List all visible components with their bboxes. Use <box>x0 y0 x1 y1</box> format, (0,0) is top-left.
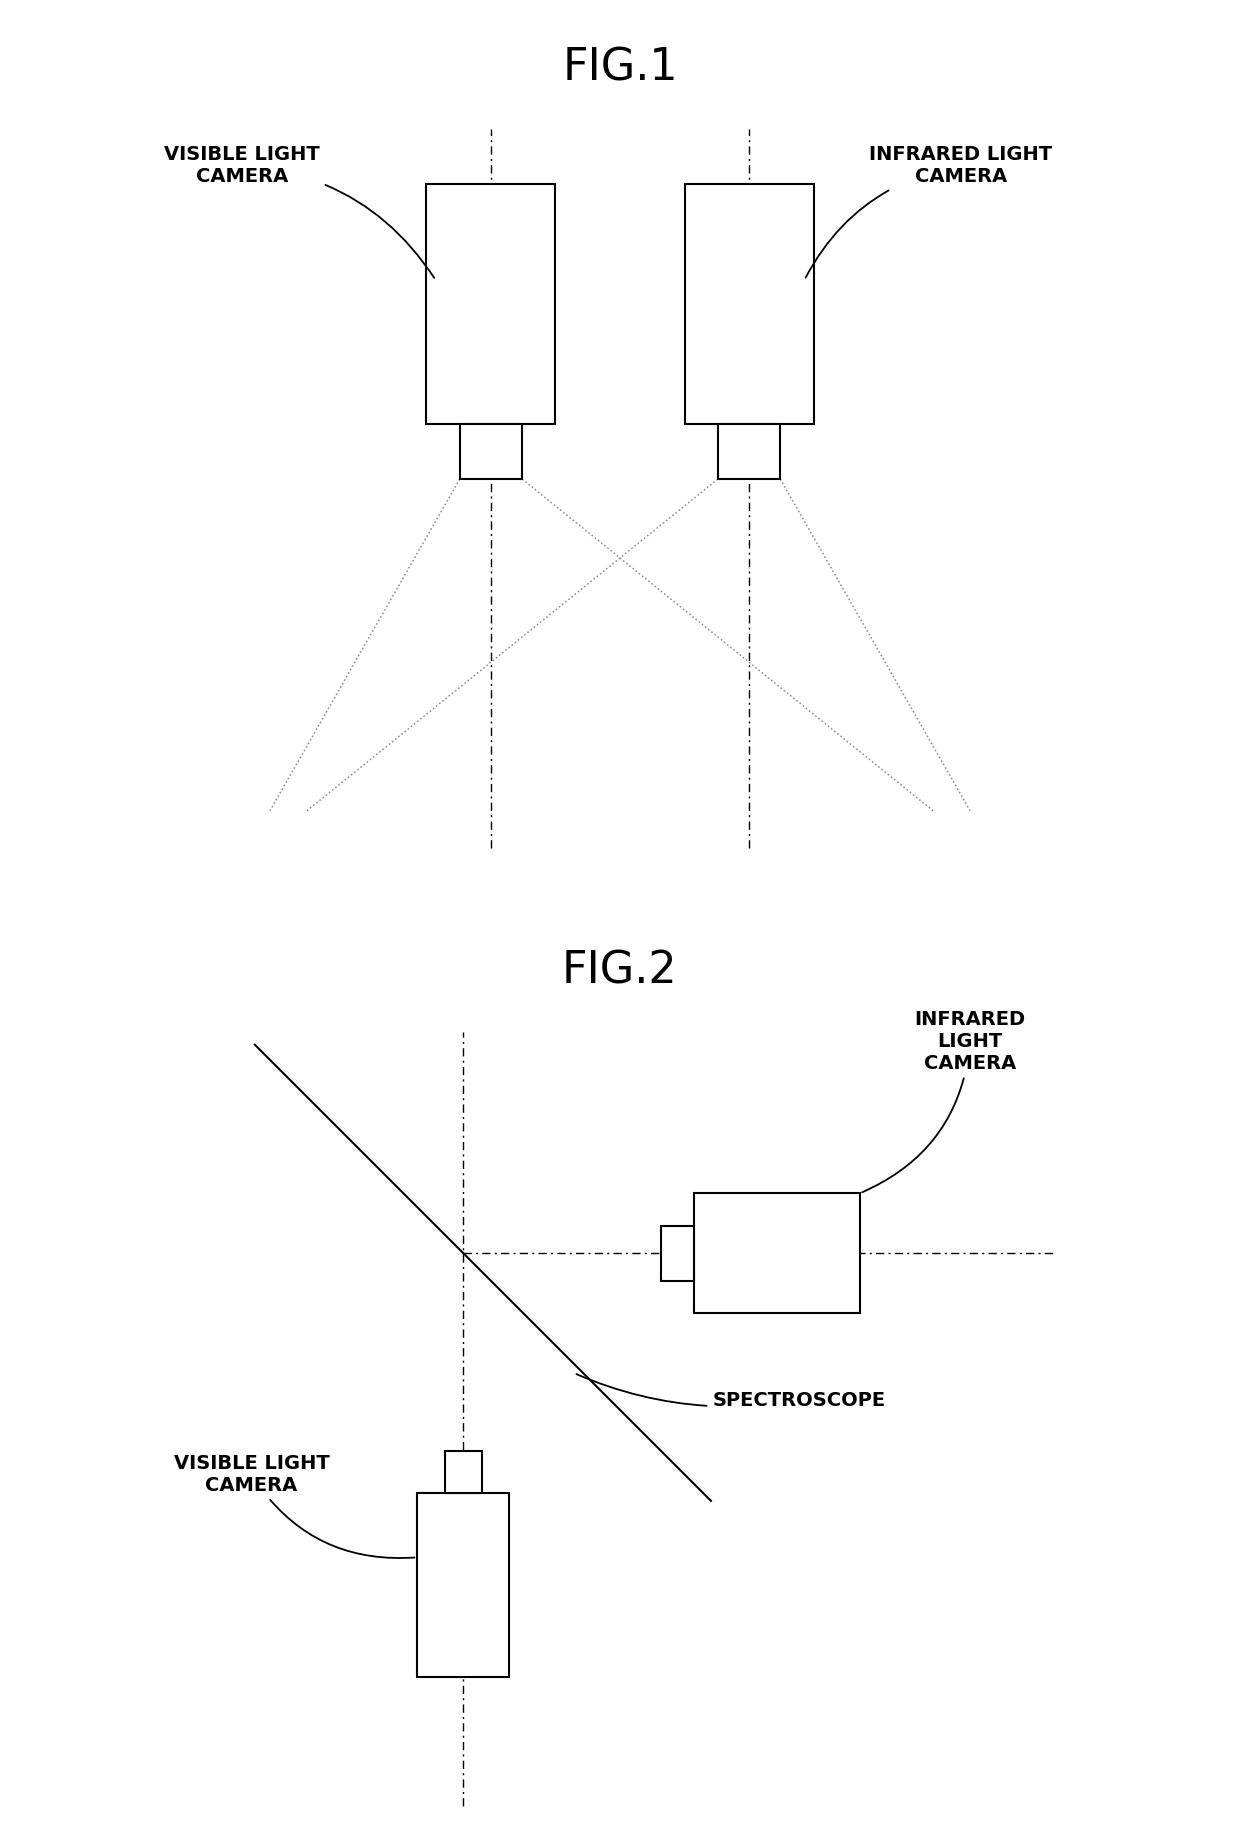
Bar <box>460 424 522 479</box>
Text: SPECTROSCOPE: SPECTROSCOPE <box>577 1375 885 1410</box>
Text: VISIBLE LIGHT
CAMERA: VISIBLE LIGHT CAMERA <box>165 146 434 278</box>
Bar <box>445 1452 482 1493</box>
Text: INFRARED
LIGHT
CAMERA: INFRARED LIGHT CAMERA <box>862 1010 1025 1192</box>
Bar <box>718 424 780 479</box>
Bar <box>684 184 813 424</box>
Bar <box>693 1194 859 1312</box>
Bar <box>427 184 556 424</box>
Text: FIG.2: FIG.2 <box>562 949 678 992</box>
Text: VISIBLE LIGHT
CAMERA: VISIBLE LIGHT CAMERA <box>174 1454 414 1557</box>
Bar <box>418 1493 510 1677</box>
Text: INFRARED LIGHT
CAMERA: INFRARED LIGHT CAMERA <box>806 146 1053 278</box>
Bar <box>661 1226 693 1281</box>
Text: FIG.1: FIG.1 <box>562 46 678 88</box>
